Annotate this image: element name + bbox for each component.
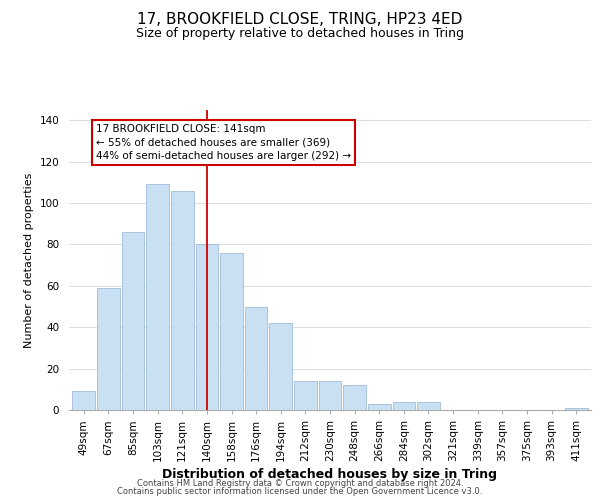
- Bar: [343, 385, 366, 410]
- Bar: [122, 232, 145, 410]
- Bar: [368, 404, 391, 410]
- Bar: [171, 190, 194, 410]
- Bar: [196, 244, 218, 410]
- X-axis label: Distribution of detached houses by size in Tring: Distribution of detached houses by size …: [163, 468, 497, 481]
- Bar: [269, 323, 292, 410]
- Bar: [146, 184, 169, 410]
- Bar: [319, 381, 341, 410]
- Text: 17 BROOKFIELD CLOSE: 141sqm
← 55% of detached houses are smaller (369)
44% of se: 17 BROOKFIELD CLOSE: 141sqm ← 55% of det…: [96, 124, 351, 161]
- Y-axis label: Number of detached properties: Number of detached properties: [24, 172, 34, 348]
- Text: Size of property relative to detached houses in Tring: Size of property relative to detached ho…: [136, 28, 464, 40]
- Bar: [73, 392, 95, 410]
- Text: Contains public sector information licensed under the Open Government Licence v3: Contains public sector information licen…: [118, 487, 482, 496]
- Bar: [417, 402, 440, 410]
- Bar: [97, 288, 120, 410]
- Bar: [220, 253, 243, 410]
- Bar: [565, 408, 587, 410]
- Text: 17, BROOKFIELD CLOSE, TRING, HP23 4ED: 17, BROOKFIELD CLOSE, TRING, HP23 4ED: [137, 12, 463, 28]
- Bar: [245, 306, 268, 410]
- Bar: [392, 402, 415, 410]
- Bar: [294, 381, 317, 410]
- Text: Contains HM Land Registry data © Crown copyright and database right 2024.: Contains HM Land Registry data © Crown c…: [137, 478, 463, 488]
